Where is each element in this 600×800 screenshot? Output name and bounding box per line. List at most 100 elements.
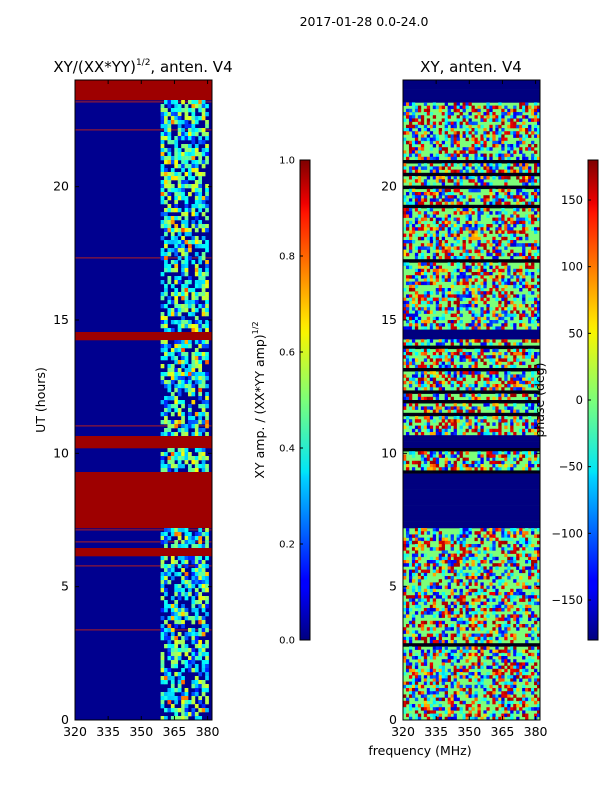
panel2-cell [486,576,490,580]
panel1-cell [170,168,175,173]
panel2-cell [438,128,443,132]
panel2-cell [492,457,496,462]
panel2-cell [462,240,466,244]
panel2-cell [462,297,466,302]
panel1-cell [191,576,196,581]
panel2-cell [477,668,481,673]
panel2-cell [498,608,502,612]
panel2-cell [450,297,454,302]
panel2-cell [498,601,502,606]
panel2-cell [510,220,514,225]
panel2-cell [489,224,493,228]
panel2-cell [525,256,529,260]
panel1-cell [174,156,179,161]
panel2-cell [417,460,422,465]
panel2-cell [453,560,457,564]
panel2-cell [462,560,466,564]
panel1-cell [167,628,172,633]
panel2-cell [471,633,475,638]
panel1-cell [167,344,172,349]
panel2-cell [403,304,407,308]
panel2-cell [537,156,541,161]
panel1-cell [160,292,165,297]
panel2-cell [525,604,529,609]
panel2-cell [495,652,499,657]
panel1-cell [160,192,165,197]
panel2-cell [432,675,437,679]
panel2-cell [441,425,445,430]
panel2-cell [474,531,478,535]
panel2-cell [447,156,451,161]
panel2-cell [411,230,416,234]
panel2-cell [525,131,529,135]
panel1-cell [177,228,182,233]
panel2-cell [480,614,484,618]
panel1-cell [164,556,168,561]
panel2-cell [498,150,502,154]
panel2-cell [447,553,451,558]
panel2-cell [435,105,440,110]
panel2-cell [411,467,416,471]
panel2-cell [408,208,413,212]
panel1-cell [170,392,175,397]
panel1-cell [164,680,168,685]
panel2-cell [459,665,463,670]
panel1-cell [174,300,179,305]
panel2-cell [423,131,428,135]
panel2-cell [426,118,431,122]
panel2-cell [450,563,454,567]
panel1-cell [177,348,182,353]
panel2-cell [408,182,413,186]
panel2-cell [408,150,413,154]
panel2-cell [405,611,410,615]
panel2-cell [510,668,514,673]
panel2-cell [435,268,440,273]
panel1-cell [184,272,189,277]
panel2-cell [537,105,541,110]
panel1-flag-line [75,541,212,543]
panel2-cell [480,540,484,545]
panel2-cell [432,572,437,577]
panel1-cell [198,672,203,677]
panel2-cell [456,108,460,113]
panel1-cell [181,708,185,713]
panel2-flagged-row [403,329,540,334]
panel1-cell [181,100,185,105]
panel2-cell [525,560,529,564]
panel1-cell [191,680,196,685]
panel1-cell [181,668,185,673]
panel2-cell [519,352,523,356]
panel2-cell [510,595,514,599]
x-tick-label: 320 [63,724,87,739]
panel1-saturated-row [75,504,212,509]
panel2-cell [489,342,493,346]
panel2-cell [438,537,443,542]
panel2-cell [531,406,535,410]
panel2-cell [432,192,437,196]
panel1-cell [164,244,168,249]
panel1-cell [160,220,165,225]
panel2-cell [483,656,487,660]
panel2-cell [516,144,520,148]
panel2-cell [468,675,472,679]
panel2-cell [447,307,451,311]
panel2-flagged-row [403,502,540,506]
panel2-cell [444,604,448,609]
panel2-cell [522,227,526,231]
panel2-cell [438,649,443,654]
panel2-cell [474,275,478,279]
panel2-cell [456,291,460,295]
panel2-cell [432,105,437,110]
panel2-cell [483,592,487,596]
panel2-cell [408,652,413,657]
panel1-cell [160,324,165,329]
panel2-cell [474,614,478,618]
panel1-cell [170,108,175,113]
panel2-cell [492,201,496,206]
panel2-cell [429,620,434,625]
panel2-cell [525,528,529,532]
panel2-cell [477,649,481,654]
panel2-cell [480,419,484,423]
panel2-cell [417,464,422,468]
panel2-cell [405,342,410,346]
